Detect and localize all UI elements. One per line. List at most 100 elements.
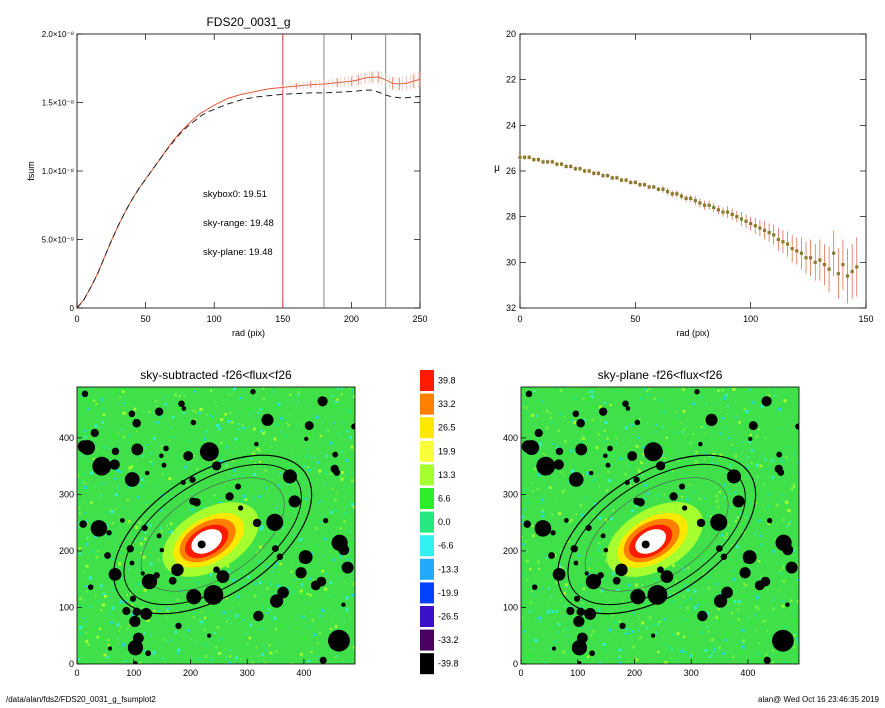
image-noise [174, 575, 177, 578]
image-noise [344, 511, 348, 515]
image-noise [716, 506, 719, 509]
image-noise [716, 437, 719, 440]
masked-source [657, 566, 664, 574]
mu-point [661, 187, 665, 191]
image-noise [209, 575, 212, 578]
masked-source [225, 492, 234, 501]
mu-point [573, 167, 577, 171]
mu-point [564, 164, 568, 169]
image-noise [131, 603, 134, 606]
image-noise [252, 421, 254, 423]
image-noise [719, 456, 722, 459]
image-noise [547, 556, 549, 558]
image-noise [783, 660, 787, 663]
image-noise [606, 504, 610, 508]
image-noise [149, 647, 152, 649]
image-noise [92, 602, 95, 605]
image-noise [772, 387, 776, 391]
mu-point [629, 180, 633, 185]
colorbar-swatch [420, 558, 434, 580]
image-noise [682, 617, 686, 621]
masked-source [77, 440, 91, 453]
masked-source [647, 584, 668, 605]
image-noise [110, 473, 113, 475]
image-noise [309, 614, 311, 616]
image-noise [250, 661, 254, 664]
image-xtick-label: 300 [240, 668, 255, 678]
mu-ytick-label: 24 [506, 120, 516, 130]
image-noise [218, 469, 221, 472]
image-noise [78, 597, 83, 601]
image-noise [589, 524, 593, 527]
image-noise [642, 387, 646, 391]
image-noise [78, 512, 82, 515]
image-noise [229, 411, 232, 415]
image-noise [703, 497, 706, 500]
image-noise [761, 453, 763, 455]
image-noise [111, 521, 115, 525]
mu-point [767, 231, 771, 235]
image-noise [85, 639, 89, 643]
image-noise [564, 453, 567, 456]
image-noise [324, 587, 328, 591]
image-noise [750, 462, 753, 465]
image-noise [764, 652, 768, 656]
image-noise [336, 387, 339, 390]
fsum-frame [76, 33, 421, 309]
image-noise [582, 587, 585, 590]
image-noise [624, 426, 628, 429]
masked-source [721, 586, 733, 599]
masked-source [575, 443, 588, 456]
image-noise [790, 599, 793, 602]
image-noise [546, 610, 550, 614]
image-noise [118, 642, 120, 644]
image-noise [736, 608, 740, 611]
masked-source [132, 418, 141, 428]
image-noise [713, 431, 715, 434]
masked-source [536, 456, 556, 476]
image-noise [648, 616, 652, 620]
image-noise [140, 477, 144, 481]
image-noise [193, 611, 196, 613]
image-noise [784, 626, 787, 629]
masked-source [341, 561, 354, 574]
image-noise [689, 635, 691, 637]
image-noise [121, 390, 125, 394]
image-noise [778, 589, 781, 591]
image-noise [140, 537, 143, 540]
masked-source [633, 497, 641, 505]
image-noise [282, 464, 286, 468]
image-noise [177, 492, 179, 494]
image-noise [618, 656, 621, 659]
image-noise [652, 585, 654, 587]
image-noise [346, 558, 349, 561]
masked-source [585, 524, 592, 532]
image-noise [78, 658, 81, 661]
image-noise [258, 495, 261, 499]
image-noise [321, 609, 325, 613]
image-noise [192, 615, 196, 619]
image-noise [258, 579, 260, 581]
image-noise [721, 635, 725, 638]
masked-source [190, 419, 197, 426]
image-noise [603, 401, 606, 404]
image-noise [218, 652, 222, 655]
image-noise [305, 602, 308, 604]
masked-source [140, 571, 145, 576]
image-noise [705, 529, 708, 531]
image-noise [642, 455, 645, 457]
image-noise [209, 389, 212, 392]
masked-source [156, 533, 162, 539]
masked-source [525, 390, 533, 398]
colorbar-label: -6.6 [438, 541, 454, 551]
image-noise [632, 645, 636, 649]
image-noise [720, 592, 723, 595]
image-noise [276, 592, 279, 595]
fsum-xtick-label: 250 [412, 314, 427, 324]
image-noise [778, 428, 780, 430]
image-noise [115, 581, 118, 583]
image-noise [313, 548, 316, 551]
image-noise [779, 568, 782, 572]
image-noise [715, 494, 719, 498]
image-noise [347, 478, 349, 480]
